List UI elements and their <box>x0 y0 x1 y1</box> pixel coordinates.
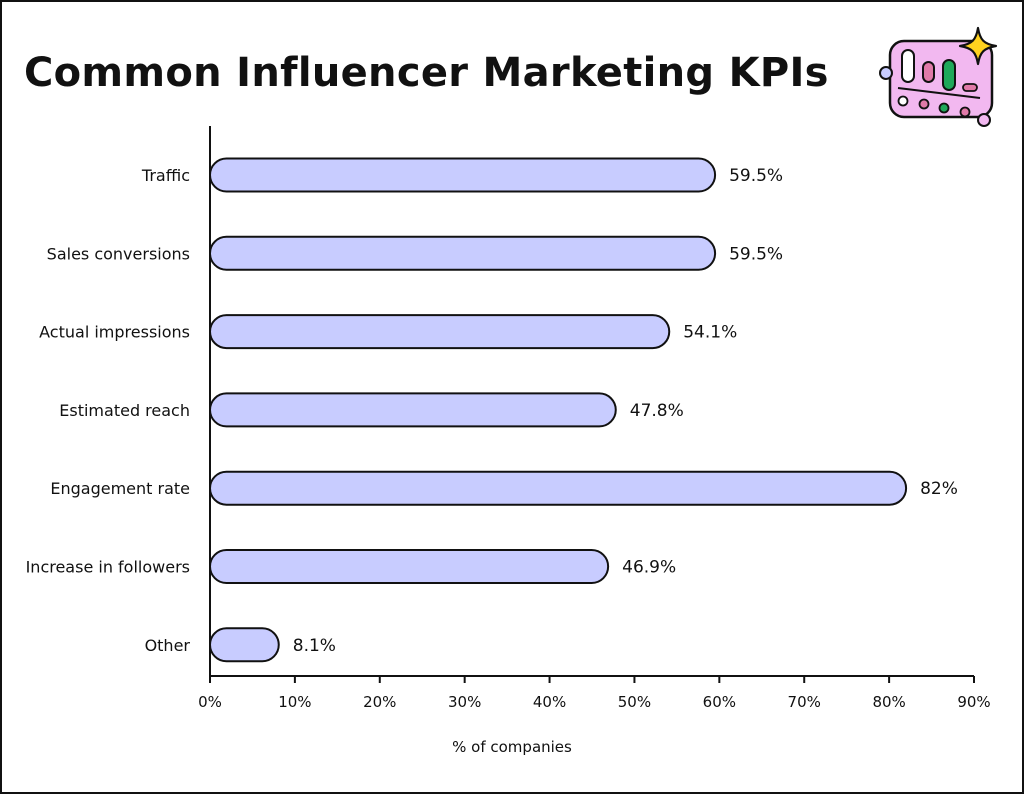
value-label: 46.9% <box>622 558 676 578</box>
bar-1 <box>209 235 717 271</box>
bar-6 <box>209 627 280 663</box>
category-label: Traffic <box>141 166 190 185</box>
chart-title: Common Influencer Marketing KPIs <box>24 50 829 96</box>
category-label: Sales conversions <box>47 244 190 263</box>
bar-4 <box>209 470 908 506</box>
x-tick-label: 50% <box>618 693 651 711</box>
value-label: 54.1% <box>683 323 737 343</box>
bar-0 <box>209 157 717 193</box>
category-label: Actual impressions <box>39 323 190 342</box>
x-tick-label: 20% <box>363 693 396 711</box>
bars: Traffic 59.5% Sales conversions 59.5% Actual… <box>26 157 958 663</box>
axes: 0% 10% 20% 30% 40% 50% 60% 70% 80% 90% <box>198 126 991 711</box>
category-label: Increase in followers <box>26 558 190 577</box>
bar-3 <box>209 392 617 428</box>
x-tick-label: 60% <box>703 693 736 711</box>
x-tick-label: 90% <box>957 693 990 711</box>
x-axis-title: % of companies <box>452 738 572 756</box>
value-label: 59.5% <box>729 244 783 264</box>
bar-5 <box>209 549 610 584</box>
value-label: 47.8% <box>630 401 684 421</box>
value-label: 59.5% <box>729 166 783 186</box>
category-label: Other <box>145 636 191 655</box>
x-tick-label: 10% <box>278 693 311 711</box>
x-tick-label: 0% <box>198 693 222 711</box>
category-label: Engagement rate <box>50 479 190 498</box>
dashboard-sparkle-icon <box>879 26 998 127</box>
value-label: 8.1% <box>293 636 336 656</box>
x-tick-label: 30% <box>448 693 481 711</box>
category-label: Estimated reach <box>59 401 190 420</box>
x-tick-label: 80% <box>872 693 905 711</box>
x-tick-label: 70% <box>788 693 821 711</box>
value-label: 82% <box>920 479 958 499</box>
bar-2 <box>209 314 671 350</box>
x-tick-label: 40% <box>533 693 566 711</box>
